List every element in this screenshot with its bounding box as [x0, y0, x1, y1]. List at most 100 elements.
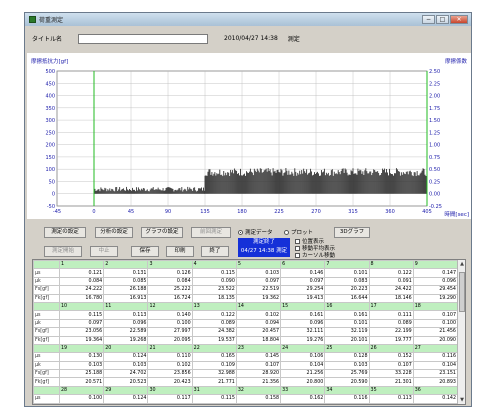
- table-cell: 18.135: [191, 293, 237, 303]
- results-table: 1 2 3 4 5 6 7 8 9 μs 0.121 0.131 0.126 0.115 0.103 0.14…: [33, 260, 459, 404]
- checkbox-box: [295, 245, 300, 251]
- table-row: μs 0.100 0.124 0.117 0.115 0.158 0.162 0.116 0.1…: [33, 394, 459, 404]
- table-header-cell: 7: [324, 260, 370, 270]
- scroll-down-icon[interactable]: ▼: [460, 397, 464, 403]
- table-row-label: μs: [33, 310, 60, 320]
- table-header-cell: 16: [324, 301, 370, 312]
- y2-tick-label: 1.00: [429, 143, 440, 149]
- table-cell: 22.519: [235, 285, 282, 295]
- cursor-move-checkbox[interactable]: カーソル移動: [295, 251, 335, 259]
- table-cell: 29.454: [412, 285, 459, 295]
- table-header-cell: 4: [191, 260, 237, 270]
- table-cell: 25.769: [324, 369, 370, 379]
- radio-measure-data[interactable]: 測定データ: [238, 228, 273, 236]
- table-cell: 0.122: [191, 310, 237, 320]
- cursor-move-checkbox-label: カーソル移動: [302, 253, 336, 259]
- table-cell: 32.988: [191, 369, 237, 379]
- table-cell: 25.222: [147, 285, 193, 295]
- graph3d-button[interactable]: 3Dグラフ: [334, 227, 370, 238]
- table-row-label: Fs[gf]: [33, 369, 60, 379]
- title-label: タイトル名: [32, 36, 63, 43]
- y2-tick-label: 0.25: [429, 179, 440, 185]
- table-cell: 20.800: [280, 377, 326, 387]
- table-header-cell: 35: [368, 385, 414, 396]
- stop-button[interactable]: 中止: [90, 246, 118, 257]
- table-header-row: 19 20 21 22 23 24 25 26 27: [33, 343, 459, 354]
- radio-dot-off: [284, 229, 289, 235]
- table-row: Fs[gf] 23.056 22.589 27.997 24.382 20.457 32.1…: [33, 327, 459, 337]
- start-button[interactable]: 測定開始: [44, 246, 82, 257]
- table-cell: 23.056: [58, 327, 105, 337]
- table-row: Fk[gf] 19.364 19.268 20.095 19.537 18.804 19.2…: [33, 335, 459, 345]
- analysis-settings-button[interactable]: 分析の設定: [95, 227, 133, 238]
- y-tick-label: 400: [45, 94, 55, 100]
- table-header-cell: 34: [324, 385, 370, 396]
- print-button[interactable]: 印刷: [166, 246, 194, 257]
- control-panel: 測定の設定 分析の設定 グラフの設定 前回測定 測定データ プロット 3Dグラフ…: [25, 222, 471, 259]
- window-title: 荷重測定: [39, 17, 64, 24]
- title-row: タイトル名 2010/04/27 14:38 測定: [32, 33, 300, 44]
- table-cell: 0.117: [147, 394, 193, 404]
- table-cell: 0.100: [412, 318, 459, 329]
- table-cell: 28.920: [235, 369, 282, 379]
- table-cell: 0.107: [368, 360, 414, 371]
- table-header-cell: 8: [368, 260, 414, 270]
- table-cell: 0.124: [103, 352, 149, 362]
- vertical-scrollbar[interactable]: ▲ ▼: [457, 260, 465, 404]
- table-row-label: μk: [33, 276, 60, 287]
- exit-button[interactable]: 終了: [201, 246, 229, 257]
- table-cell: 0.162: [280, 394, 326, 404]
- reanalyze-button[interactable]: 前回測定: [191, 227, 231, 238]
- results-table-container: 1 2 3 4 5 6 7 8 9 μs 0.121 0.131 0.126 0.115 0.103 0.14…: [32, 259, 466, 405]
- table-cell: 0.116: [412, 352, 459, 362]
- position-checkbox[interactable]: 位置表示: [295, 237, 324, 245]
- table-cell: 0.085: [103, 276, 149, 287]
- x-tick-label: 135: [200, 209, 210, 215]
- title-input[interactable]: [78, 33, 208, 44]
- y2-tick-label: 0.50: [429, 167, 440, 173]
- app-icon: [29, 16, 36, 23]
- table-header-cell: 22: [191, 343, 237, 354]
- table-cell: 0.115: [58, 310, 105, 320]
- minimize-button[interactable]: −: [422, 15, 435, 24]
- close-button[interactable]: ✕: [450, 15, 468, 24]
- table-header-cell: 3: [147, 260, 193, 270]
- y2-tick-label: 1.25: [429, 130, 440, 136]
- table-header-cell: 33: [280, 385, 326, 396]
- table-cell: 0.103: [58, 360, 105, 371]
- moving-average-checkbox[interactable]: 移動平均表示: [295, 244, 335, 252]
- table-cell: 19.777: [368, 335, 414, 345]
- table-header-cell: 21: [147, 343, 193, 354]
- table-cell: 0.097: [280, 276, 326, 287]
- table-cell: 0.101: [324, 268, 370, 278]
- table-cell: 21.256: [280, 369, 326, 379]
- table-cell: 0.104: [191, 402, 237, 404]
- table-row-label: Fs[gf]: [33, 327, 60, 337]
- table-cell: 0.097: [58, 318, 105, 329]
- table-header-cell: 27: [412, 343, 459, 354]
- table-row-label: μk: [33, 402, 60, 404]
- title-bar[interactable]: 荷重測定 − □ ✕: [25, 13, 471, 26]
- graph-settings-button[interactable]: グラフの設定: [141, 227, 183, 238]
- table-cell: 0.121: [58, 268, 105, 278]
- table-row-label: Fk[gf]: [33, 293, 60, 303]
- x-tick-label: 360: [385, 209, 395, 215]
- table-cell: 0.091: [368, 276, 414, 287]
- scroll-thumb[interactable]: [459, 272, 465, 312]
- maximize-button[interactable]: □: [436, 15, 449, 24]
- measure-settings-button[interactable]: 測定の設定: [44, 227, 86, 238]
- table-cell: 23.522: [191, 285, 237, 295]
- scroll-up-icon[interactable]: ▲: [460, 261, 464, 267]
- x-tick-label: 225: [274, 209, 284, 215]
- radio-plot[interactable]: プロット: [284, 228, 313, 236]
- table-cell: 0.089: [191, 318, 237, 329]
- table-cell: 18.146: [368, 293, 414, 303]
- y-tick-label: 500: [45, 69, 55, 75]
- table-row-label: Fk[gf]: [33, 335, 60, 345]
- table-cell: 0.107: [235, 360, 282, 371]
- table-cell: 27.997: [147, 327, 193, 337]
- save-button[interactable]: 保存: [131, 246, 159, 257]
- table-cell: 24.702: [103, 369, 149, 379]
- table-cell: 0.104: [58, 402, 105, 404]
- table-cell: 16.724: [147, 293, 193, 303]
